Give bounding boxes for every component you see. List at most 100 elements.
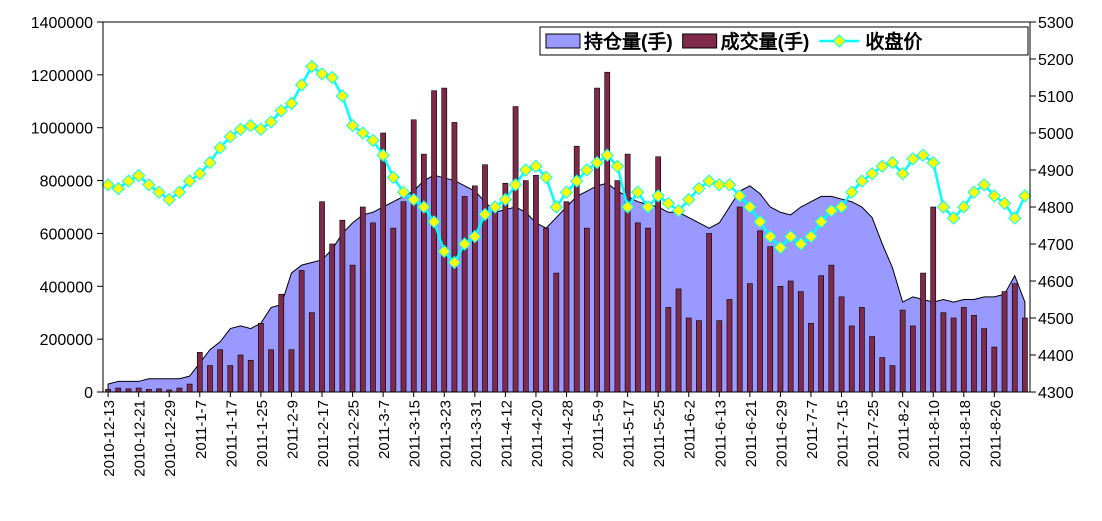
bar (176, 387, 183, 393)
bar (848, 325, 855, 393)
marker (488, 200, 502, 214)
x-tick-label: 2010-12-29 (162, 400, 179, 477)
y-tick-label: 800000 (40, 174, 93, 191)
marker (203, 155, 217, 170)
bar (329, 243, 336, 393)
bar (298, 270, 305, 393)
y2-tick-label: 4500 (1038, 311, 1074, 328)
marker (600, 148, 614, 162)
x-tick-label: 2011-6-21 (743, 400, 760, 467)
bar (207, 365, 213, 393)
marker (590, 155, 604, 170)
bar (634, 222, 641, 393)
bar (533, 174, 539, 393)
bar (278, 293, 285, 393)
marker (406, 192, 421, 207)
bar (838, 296, 845, 393)
marker (386, 170, 401, 185)
bar (247, 359, 254, 393)
x-tick-label: 2011-6-2 (682, 400, 699, 459)
x-tick-label: 2011-1-7 (193, 400, 210, 459)
bar (950, 317, 957, 393)
y2-tick-label: 4300 (1038, 385, 1074, 402)
bar (319, 201, 325, 393)
x-tick-label: 2011-6-29 (773, 400, 790, 467)
marker (549, 200, 564, 214)
bar (380, 132, 386, 393)
x-tick-label: 2011-2-9 (284, 400, 301, 459)
x-tick-label: 2011-2-17 (315, 400, 332, 467)
legend-label: 成交量(手) (721, 30, 810, 53)
marker (743, 200, 757, 214)
y-tick-label: 0 (84, 385, 93, 402)
bar (308, 312, 315, 393)
marker (131, 168, 146, 183)
marker (172, 185, 187, 199)
marker (498, 192, 513, 207)
marker (651, 189, 665, 203)
bar (624, 153, 631, 393)
marker (294, 78, 309, 92)
bar (981, 328, 988, 393)
x-tick-label: 2011-3-31 (468, 400, 485, 467)
bar (461, 196, 468, 393)
bar (1022, 317, 1028, 393)
bar (471, 185, 478, 393)
marker (834, 200, 849, 214)
marker (305, 59, 319, 74)
marker (763, 229, 777, 244)
y2-tick-label: 4800 (1038, 200, 1074, 217)
bar (899, 309, 906, 393)
marker (682, 192, 696, 207)
bar (359, 206, 366, 393)
bar (227, 365, 234, 393)
marker (315, 67, 329, 81)
x-tick-label: 2011-5-25 (651, 400, 668, 467)
bar (767, 246, 774, 393)
bar (196, 352, 203, 393)
bar (971, 315, 977, 393)
legend-swatch (545, 33, 581, 49)
marker (274, 104, 288, 118)
legend-swatch (682, 33, 718, 49)
bar (258, 322, 264, 393)
x-tick-label: 2010-12-13 (101, 400, 118, 477)
marker (794, 237, 808, 251)
bar (726, 299, 733, 393)
y2-tick-label: 4600 (1038, 274, 1074, 291)
bar (584, 227, 590, 393)
marker (967, 185, 981, 199)
marker (855, 174, 869, 188)
marker (101, 178, 115, 192)
bar (186, 383, 193, 393)
x-tick-label: 2011-8-2 (896, 400, 913, 459)
marker (559, 185, 574, 199)
y2-tick-label: 4400 (1038, 348, 1074, 365)
marker (1018, 189, 1032, 203)
y-tick-label: 600000 (40, 226, 93, 243)
y-tick-label: 200000 (40, 332, 93, 349)
y2-tick-label: 5100 (1038, 89, 1074, 106)
marker (987, 189, 1002, 203)
legend-box (539, 26, 1029, 56)
bar (563, 201, 570, 393)
marker (193, 166, 207, 181)
bar (808, 322, 814, 393)
marker (946, 211, 961, 225)
bar (115, 387, 122, 393)
legend-label: 持仓量(手) (584, 30, 673, 53)
bar (797, 291, 804, 393)
bar (757, 230, 763, 393)
bar (614, 180, 621, 393)
x-tick-label: 2011-7-15 (835, 400, 852, 467)
bar (339, 219, 346, 393)
x-tick-label: 2011-7-25 (865, 400, 882, 467)
x-tick-label: 2011-1-25 (254, 400, 271, 467)
marker (671, 203, 686, 218)
bar (594, 87, 600, 393)
bar (818, 275, 825, 393)
y2-tick-label: 4900 (1038, 163, 1074, 180)
bar (675, 288, 682, 393)
bar (1001, 291, 1008, 393)
y2-tick-label: 5000 (1038, 126, 1074, 143)
